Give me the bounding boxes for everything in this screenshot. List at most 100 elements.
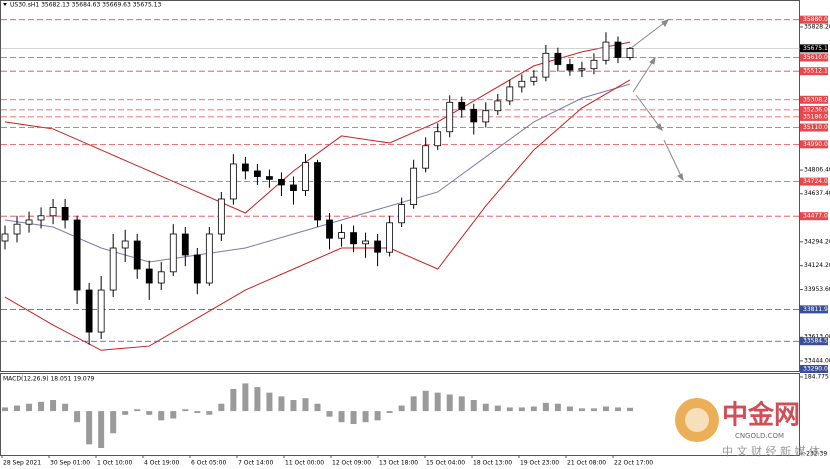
candle-body	[241, 163, 249, 172]
level-label-box	[800, 95, 828, 104]
x-tick-label: 6 Oct 05:00	[191, 460, 226, 467]
macd-bar	[398, 405, 405, 412]
x-tick-label: 28 Sep 2021	[3, 460, 41, 467]
candle-body	[350, 232, 357, 245]
x-tick-label: 13 Oct 18:00	[379, 460, 418, 467]
x-tick-label: 4 Oct 19:00	[144, 460, 179, 467]
candle-body	[25, 219, 33, 225]
candle-body	[434, 131, 442, 147]
macd-bar	[74, 411, 81, 423]
candle-body	[1, 233, 9, 242]
level-label: 35110.00	[803, 124, 830, 131]
candle-body	[217, 198, 225, 235]
level-label: 34990.00	[803, 141, 830, 148]
candle-body	[169, 233, 177, 273]
candle-body	[530, 76, 538, 82]
candle-body	[494, 100, 502, 112]
candle-body	[338, 232, 345, 239]
macd-bar	[542, 402, 549, 412]
candle-body	[554, 52, 562, 65]
macd-bar	[278, 396, 285, 412]
y-tick-label: 33953.60	[804, 286, 830, 293]
candle-body	[374, 240, 381, 253]
candle-body	[578, 68, 586, 71]
candle-body	[626, 47, 634, 58]
macd-bar	[266, 392, 273, 412]
candle-body	[518, 80, 526, 88]
macd-bar	[410, 396, 417, 412]
level-label-box	[800, 123, 828, 132]
macd-bar	[554, 403, 561, 412]
macd-bar	[290, 400, 297, 412]
candle-body	[506, 86, 514, 102]
level-label: 35610.00	[803, 54, 830, 61]
macd-bar	[494, 405, 501, 412]
macd-bar	[194, 411, 201, 413]
macd-tick-label: 184.775	[804, 374, 829, 381]
x-tick-label: 18 Oct 13:00	[473, 460, 512, 467]
candle-body	[542, 52, 550, 78]
macd-bar	[458, 396, 465, 412]
macd-bar	[2, 407, 8, 412]
level-label-box	[800, 177, 828, 186]
level-label-box	[800, 365, 828, 373]
macd-bar	[434, 392, 441, 412]
macd-title: MACD(12,26,9) 18.051 19.079	[3, 376, 95, 383]
candle-body	[145, 268, 153, 284]
macd-bar	[98, 411, 105, 449]
candle-body	[97, 289, 105, 333]
candle-body	[602, 41, 610, 61]
watermark-tagline: 中 文 财 经 新 媒 体	[722, 444, 820, 458]
candle-body	[181, 233, 189, 256]
macd-bar	[62, 403, 69, 412]
macd-bar	[350, 411, 357, 425]
level-label: 34477.00	[803, 213, 830, 220]
macd-bar	[230, 388, 237, 412]
candle-body	[278, 178, 285, 186]
level-label: 35880.00	[803, 16, 830, 23]
candle-body	[302, 162, 309, 191]
candle-body	[614, 41, 622, 58]
level-label-box	[800, 337, 828, 346]
watermark-name: 中金网	[722, 400, 800, 431]
macd-bar	[122, 411, 129, 415]
candle-body	[482, 110, 490, 123]
macd-bar	[242, 383, 249, 412]
level-label-box	[800, 53, 828, 62]
y-tick-label: 35828.20	[804, 23, 830, 30]
level-label-box	[800, 15, 828, 24]
macd-bar	[578, 408, 585, 412]
menu-arrow	[3, 3, 7, 6]
level-label: 34724.00	[803, 178, 830, 185]
macd-bar	[470, 400, 477, 412]
x-tick-label: 30 Sep 01:00	[50, 460, 90, 467]
level-label-box	[800, 67, 828, 76]
y-tick-label: 34294.20	[804, 238, 830, 245]
y-tick-label: 33444.00	[804, 357, 830, 364]
candle-body	[566, 64, 574, 71]
level-label-box	[800, 105, 828, 114]
macd-bar	[182, 409, 189, 412]
macd-bar	[146, 411, 153, 415]
macd-bar	[518, 407, 525, 412]
candle-body	[109, 247, 117, 291]
macd-bar	[374, 411, 381, 421]
x-tick-label: 21 Oct 08:00	[567, 460, 606, 467]
x-tick-label: 7 Oct 14:00	[238, 460, 273, 467]
overlay-line	[4, 79, 631, 351]
macd-tick-label: -232.39	[804, 451, 827, 458]
macd-bar	[302, 398, 309, 412]
candle-body	[266, 176, 273, 180]
current-price-box	[800, 44, 828, 53]
level-label: 35308.23	[803, 96, 830, 103]
macd-bar	[170, 411, 177, 419]
level-label: 33811.92	[803, 306, 830, 313]
plot-layer: 35828.20 34806.40 34637.40 34294.20 34124.20…	[1, 15, 830, 467]
macd-bar	[110, 411, 117, 434]
candle-body	[314, 162, 321, 221]
watermark-domain: CNGOLD.COM	[735, 432, 784, 440]
macd-bar	[338, 411, 345, 423]
candle-body	[290, 184, 297, 191]
